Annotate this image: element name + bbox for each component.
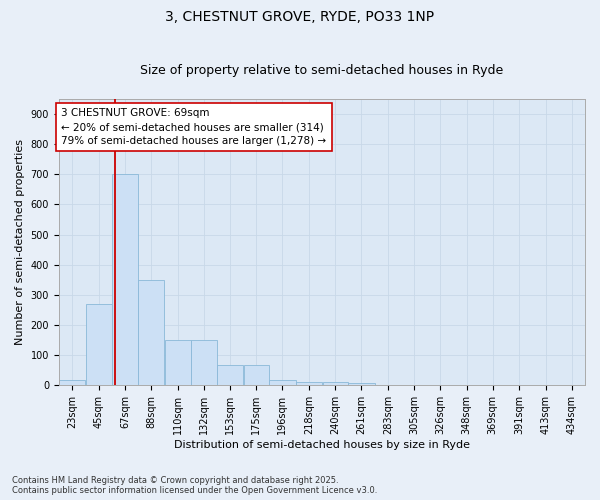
Bar bbox=[244, 365, 269, 386]
Bar bbox=[348, 383, 374, 386]
Bar bbox=[296, 382, 322, 386]
Title: Size of property relative to semi-detached houses in Ryde: Size of property relative to semi-detach… bbox=[140, 64, 503, 77]
Text: 3 CHESTNUT GROVE: 69sqm
← 20% of semi-detached houses are smaller (314)
79% of s: 3 CHESTNUT GROVE: 69sqm ← 20% of semi-de… bbox=[61, 108, 326, 146]
Text: Contains HM Land Registry data © Crown copyright and database right 2025.
Contai: Contains HM Land Registry data © Crown c… bbox=[12, 476, 377, 495]
Bar bbox=[138, 280, 164, 386]
Bar bbox=[217, 365, 244, 386]
Bar bbox=[86, 304, 112, 386]
Text: 3, CHESTNUT GROVE, RYDE, PO33 1NP: 3, CHESTNUT GROVE, RYDE, PO33 1NP bbox=[166, 10, 434, 24]
Bar bbox=[112, 174, 137, 386]
X-axis label: Distribution of semi-detached houses by size in Ryde: Distribution of semi-detached houses by … bbox=[174, 440, 470, 450]
Bar bbox=[191, 340, 217, 386]
Bar bbox=[323, 382, 348, 386]
Bar bbox=[59, 380, 85, 386]
Bar bbox=[164, 340, 191, 386]
Y-axis label: Number of semi-detached properties: Number of semi-detached properties bbox=[15, 139, 25, 345]
Bar bbox=[269, 380, 296, 386]
